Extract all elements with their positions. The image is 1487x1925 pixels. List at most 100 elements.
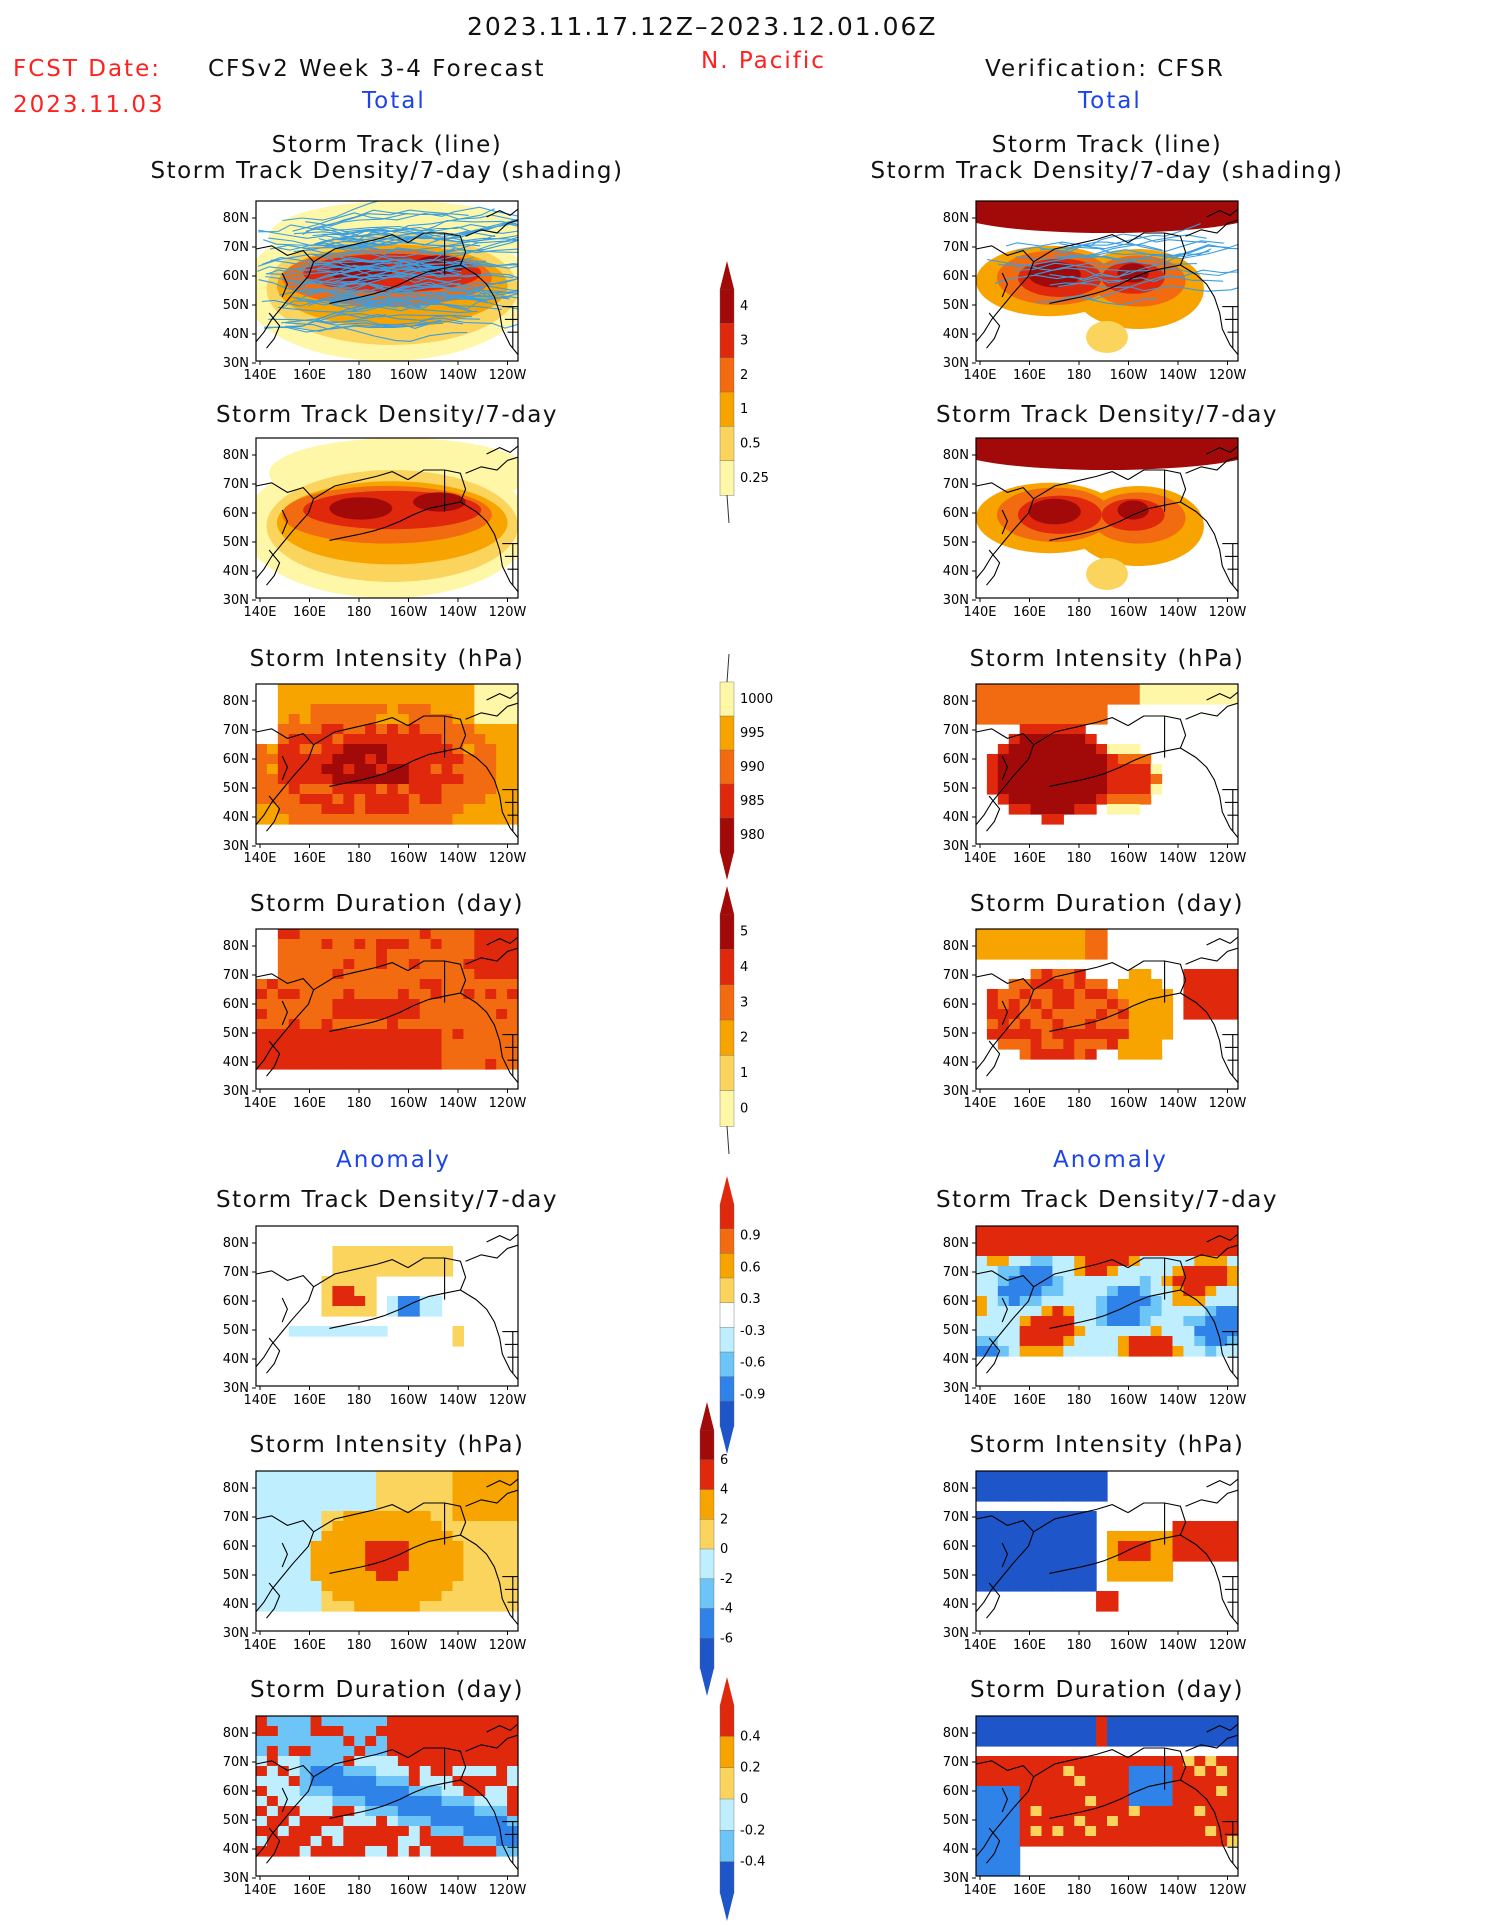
grid-cell bbox=[1063, 684, 1075, 695]
x-tick-label: 160W bbox=[390, 1883, 428, 1898]
grid-cell bbox=[1227, 1246, 1238, 1257]
grid-cell bbox=[288, 734, 301, 745]
grid-cell bbox=[997, 1286, 1010, 1297]
x-tick-label: 140E bbox=[243, 851, 276, 866]
grid-cell bbox=[1085, 784, 1097, 795]
grid-cell bbox=[1019, 1836, 1032, 1847]
coastline bbox=[329, 776, 375, 787]
grid-cell bbox=[485, 1019, 497, 1030]
grid-cell bbox=[277, 1726, 290, 1737]
grid-cell bbox=[1030, 989, 1043, 1000]
grid-cell bbox=[496, 939, 508, 950]
coastline bbox=[1001, 1787, 1008, 1813]
storm-track-line bbox=[265, 269, 518, 287]
grid-cell bbox=[1107, 1306, 1119, 1317]
grid-cell bbox=[256, 979, 268, 990]
grid-cell bbox=[441, 744, 454, 755]
grid-cell bbox=[1183, 969, 1195, 980]
grid-cell bbox=[321, 764, 334, 775]
grid-cell bbox=[496, 1471, 508, 1482]
grid-cell bbox=[1150, 1541, 1163, 1552]
coastline bbox=[460, 1534, 518, 1625]
grid-cell bbox=[1074, 1521, 1086, 1532]
grid-cell bbox=[277, 1836, 290, 1847]
colorbar-anom-duration: 0.40.20-0.2-0.4 bbox=[719, 1677, 765, 1921]
grid-cell bbox=[1008, 1226, 1021, 1237]
grid-cell bbox=[321, 1501, 334, 1512]
grid-cell bbox=[1074, 764, 1086, 775]
grid-cell bbox=[256, 1059, 268, 1070]
grid-cell bbox=[277, 714, 290, 725]
grid-cell bbox=[1052, 1531, 1064, 1542]
grid-cell bbox=[1227, 1776, 1238, 1787]
grid-cell bbox=[986, 1571, 999, 1582]
y-tick-label: 60N bbox=[943, 1539, 969, 1554]
grid-cell bbox=[452, 744, 465, 755]
grid-cell bbox=[430, 979, 443, 990]
grid-cell bbox=[1139, 1276, 1152, 1287]
grid-cell bbox=[1107, 684, 1119, 695]
grid-cell bbox=[1117, 754, 1130, 765]
grid-cell bbox=[310, 1049, 323, 1060]
grid-cell bbox=[496, 1736, 508, 1747]
grid-cell bbox=[408, 1019, 421, 1030]
grid-cell bbox=[441, 1049, 454, 1060]
coastline bbox=[1093, 1257, 1187, 1320]
grid-cell bbox=[474, 764, 486, 775]
plot-frame bbox=[975, 928, 1239, 1090]
grid-cell bbox=[986, 1766, 999, 1777]
colorbar-segment bbox=[719, 1327, 735, 1353]
grid-cell bbox=[376, 1816, 388, 1827]
grid-cell bbox=[376, 1531, 388, 1542]
grid-cell bbox=[1041, 1029, 1054, 1040]
grid-cell bbox=[1074, 734, 1086, 745]
grid-cell bbox=[430, 1601, 443, 1612]
grid-cell bbox=[1008, 784, 1021, 795]
storm-track-line bbox=[319, 313, 481, 322]
grid-cell bbox=[277, 774, 290, 785]
grid-cell bbox=[1150, 1306, 1163, 1317]
grid-cell bbox=[463, 1796, 475, 1807]
y-tick-label: 60N bbox=[223, 997, 249, 1012]
grid-cell bbox=[1139, 1756, 1152, 1767]
grid-cell bbox=[1074, 1481, 1086, 1492]
grid-cell bbox=[463, 1049, 475, 1060]
x-tick-label: 140W bbox=[1159, 1393, 1197, 1408]
grid-cell bbox=[452, 764, 465, 775]
grid-cell bbox=[343, 1766, 355, 1777]
grid-cell bbox=[441, 1591, 454, 1602]
y-tick-label: 60N bbox=[943, 752, 969, 767]
grid-cell bbox=[452, 1601, 465, 1612]
grid-cell bbox=[441, 1256, 454, 1267]
grid-cell bbox=[397, 1049, 410, 1060]
grid-cell bbox=[1096, 1816, 1108, 1827]
grid-cell bbox=[1150, 1296, 1163, 1307]
grid-cell bbox=[986, 949, 999, 960]
grid-cell bbox=[1030, 714, 1043, 725]
grid-cell bbox=[430, 989, 443, 1000]
storm-track-line bbox=[316, 319, 464, 329]
grid-cell bbox=[474, 1716, 486, 1727]
grid-cell bbox=[430, 949, 443, 960]
coastline bbox=[1180, 1289, 1238, 1380]
grid-cell bbox=[997, 744, 1010, 755]
grid-cell bbox=[256, 774, 268, 785]
x-tick-label: 120W bbox=[489, 1883, 527, 1898]
grid-cell bbox=[430, 999, 443, 1010]
grid-cell bbox=[1063, 1256, 1075, 1267]
grid-cell bbox=[1041, 1481, 1054, 1492]
grid-cell bbox=[376, 784, 388, 795]
grid-cell bbox=[1041, 1581, 1054, 1592]
grid-cell bbox=[1172, 1726, 1185, 1737]
grid-cell bbox=[299, 1039, 312, 1050]
y-tick-label: 60N bbox=[943, 997, 969, 1012]
grid-cell bbox=[1052, 999, 1064, 1010]
colorbar-segment bbox=[719, 1019, 735, 1057]
grid-cell bbox=[397, 1501, 410, 1512]
coastline bbox=[976, 245, 1035, 343]
grid-cell bbox=[1041, 1511, 1054, 1522]
grid-cell bbox=[441, 1826, 454, 1837]
grid-cell bbox=[430, 724, 443, 735]
grid-cell bbox=[343, 999, 355, 1010]
